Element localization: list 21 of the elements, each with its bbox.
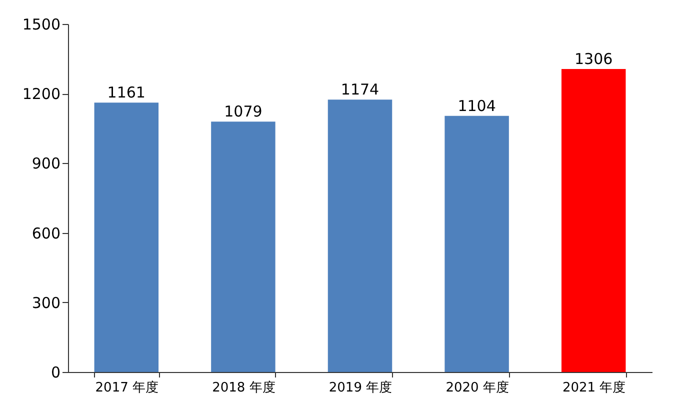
y-tick-label: 1500 bbox=[22, 16, 60, 34]
x-tick-label: 2020 年度 bbox=[446, 380, 509, 396]
bar bbox=[328, 100, 392, 372]
bar bbox=[211, 122, 276, 372]
y-tick-label: 300 bbox=[32, 294, 60, 312]
bar bbox=[94, 102, 159, 372]
data-label: 1174 bbox=[340, 80, 380, 99]
y-tick-label: 600 bbox=[32, 224, 60, 242]
x-tick-label: 2019 年度 bbox=[328, 380, 392, 396]
x-tick-label: 2021 年度 bbox=[562, 380, 626, 396]
y-tick-label: 900 bbox=[32, 154, 60, 173]
data-label: 1079 bbox=[224, 102, 262, 121]
data-label: 1104 bbox=[458, 96, 496, 115]
x-tick-label: 2017 年度 bbox=[95, 380, 159, 396]
y-tick-label: 0 bbox=[50, 364, 60, 382]
x-tick-label: 2018 年度 bbox=[212, 380, 276, 396]
bar bbox=[444, 116, 509, 372]
y-tick-label: 1200 bbox=[22, 85, 60, 104]
data-label: 1161 bbox=[107, 84, 146, 102]
data-label: 1306 bbox=[574, 50, 613, 68]
bar bbox=[561, 69, 626, 372]
